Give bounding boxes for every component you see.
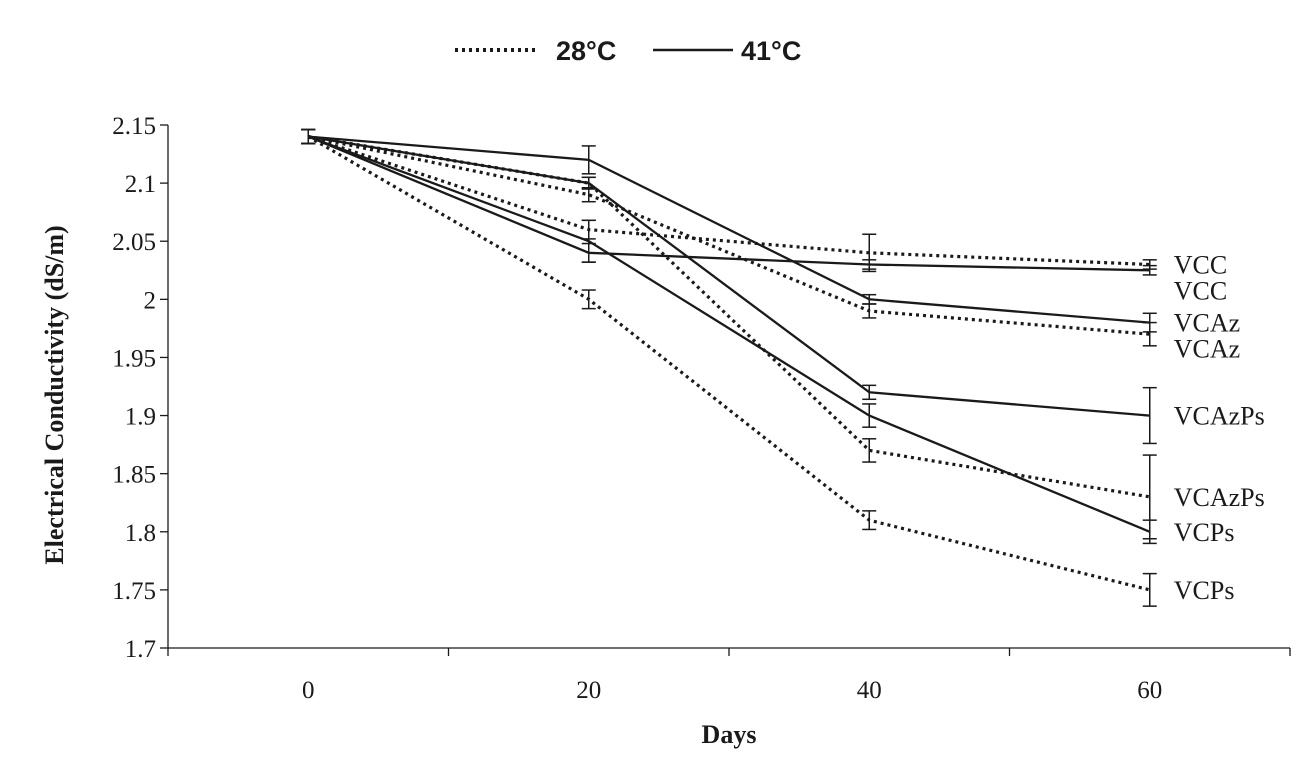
series-label-vcaz: VCAz — [1174, 309, 1240, 338]
y-tick-label: 1.85 — [112, 462, 156, 489]
series-label-vcc: VCC — [1174, 276, 1227, 305]
legend-label-41c: 41°C — [741, 36, 801, 66]
series-label-vcps: VCPs — [1174, 576, 1235, 605]
x-tick-label: 0 — [302, 677, 315, 704]
legend: 28°C 41°C — [455, 36, 801, 66]
y-tick-label: 2.15 — [112, 113, 156, 140]
series-line-solid-vcazps — [308, 135, 1150, 417]
y-tick-label: 1.95 — [112, 345, 156, 372]
y-tick-label: 1.8 — [125, 520, 156, 547]
series-label-vcazps: VCAzPs — [1174, 402, 1265, 431]
y-tick-label: 2.05 — [112, 229, 156, 256]
y-tick-label: 1.7 — [125, 636, 156, 663]
x-tick-label: 20 — [576, 677, 601, 704]
series-lines — [307, 135, 1151, 592]
series-label-vcc: VCC — [1174, 250, 1227, 279]
series-line-dotted-vcaz — [307, 135, 1150, 336]
error-bars — [301, 128, 1157, 607]
axes — [167, 125, 1290, 649]
series-line-dotted-vcc — [307, 135, 1150, 267]
y-tick-label: 1.9 — [125, 404, 156, 431]
x-axis-ticks: 0 20 40 60 — [167, 648, 1291, 704]
y-tick-label: 2.1 — [125, 171, 156, 198]
series-label-vcaz: VCAz — [1174, 335, 1240, 364]
series-line-solid-vcps — [307, 135, 1151, 533]
y-axis-ticks: 1.7 1.75 1.8 1.85 1.9 1.95 2 2.05 2.1 2.15 — [112, 113, 168, 663]
series-label-vcps: VCPs — [1174, 518, 1235, 547]
series-line-dotted-vcps — [307, 135, 1151, 592]
x-tick-label: 40 — [857, 677, 882, 704]
series-label-vcazps: VCAzPs — [1174, 483, 1265, 512]
y-axis-title: Electrical Conductivity (dS/m) — [40, 225, 69, 564]
y-tick-label: 1.75 — [112, 578, 156, 605]
x-axis-title: Days — [702, 720, 757, 749]
series-line-dotted-vcazps — [308, 135, 1151, 499]
legend-label-28c: 28°C — [556, 36, 616, 66]
series-line-solid-vcaz — [308, 135, 1150, 324]
y-tick-label: 2 — [144, 287, 157, 314]
series-line-solid-vcc — [307, 135, 1150, 272]
x-tick-label: 60 — [1137, 677, 1162, 704]
